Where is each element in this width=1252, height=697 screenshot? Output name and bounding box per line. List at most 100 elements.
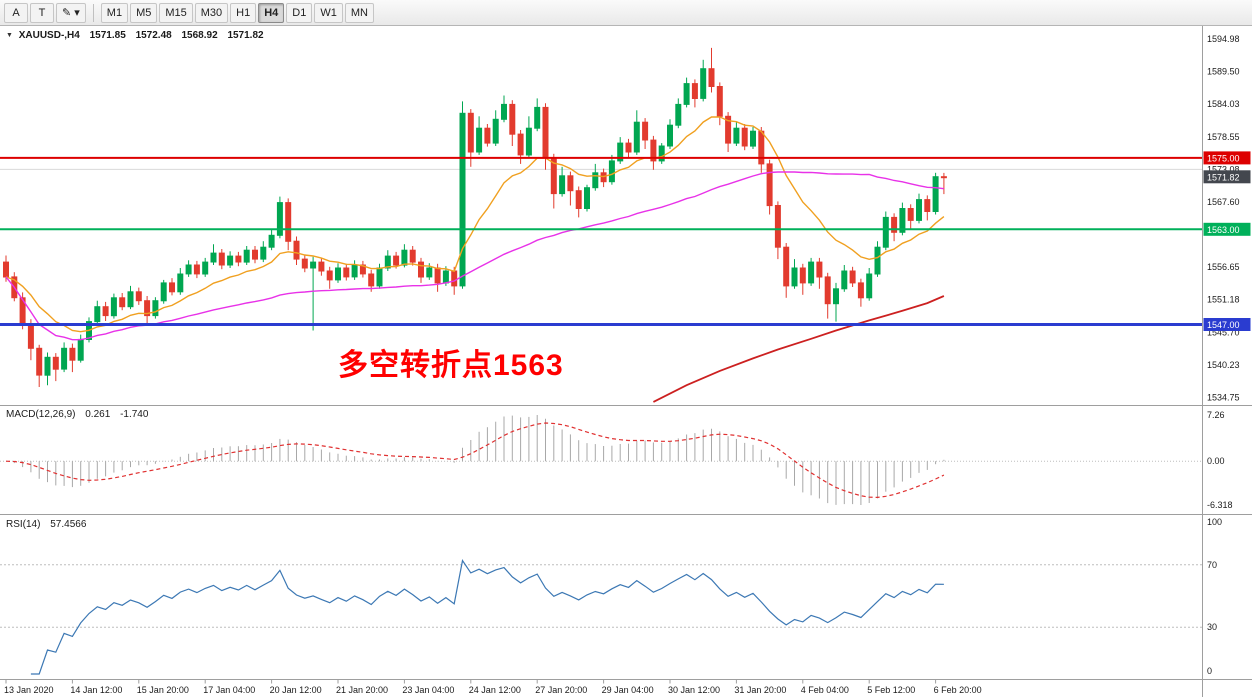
rsi-title: RSI(14) 57.4566 — [6, 519, 86, 530]
candle-body — [52, 356, 59, 370]
candle-body — [185, 264, 192, 275]
candle-body — [36, 347, 43, 376]
candle-body — [77, 338, 84, 361]
candle-body — [260, 246, 267, 260]
time-axis-label: 17 Jan 04:00 — [203, 685, 255, 695]
timeframe-button-m1[interactable]: M1 — [100, 2, 129, 23]
candle-body — [110, 297, 117, 317]
hline-price-badge-bg — [1203, 222, 1251, 236]
ohlc-low: 1568.92 — [181, 30, 218, 41]
candle-body — [451, 270, 458, 287]
candle-body — [442, 270, 449, 284]
candle-body — [235, 255, 242, 263]
price-axis-label: 1567.60 — [1207, 197, 1240, 207]
cursor-tool-button[interactable]: A — [4, 2, 28, 23]
symbol-timeframe-label: XAUUSD-,H4 — [18, 30, 80, 41]
ma-mid-line — [5, 171, 944, 341]
candle-body — [434, 267, 441, 284]
draw-tool-button[interactable]: ✎ ▾ — [56, 2, 86, 23]
time-axis-label: 24 Jan 12:00 — [469, 685, 521, 695]
hline-price-badge-bg — [1203, 151, 1251, 165]
candle-body — [559, 175, 566, 195]
candle-body — [210, 252, 217, 263]
timeframe-button-mn[interactable]: MN — [344, 2, 374, 23]
candle-body — [575, 190, 582, 209]
candle-body — [683, 83, 690, 105]
rsi-axis-label: 100 — [1207, 517, 1222, 527]
candle-body — [675, 103, 682, 126]
price-axis-label: 1578.55 — [1207, 132, 1240, 142]
timeframe-button-m30[interactable]: M30 — [194, 2, 229, 23]
candle-body — [658, 145, 665, 162]
candle-body — [899, 208, 906, 233]
candle-body — [824, 276, 831, 305]
candle-body — [359, 264, 366, 275]
price-axis-label: 1534.75 — [1207, 392, 1240, 402]
candle-body — [907, 208, 914, 221]
candle-body — [501, 103, 507, 120]
candle-body — [144, 300, 151, 317]
timeframe-button-h1[interactable]: H1 — [230, 2, 257, 23]
time-axis-label: 5 Feb 12:00 — [867, 685, 915, 695]
hline-price-badge-label: 1563.00 — [1207, 225, 1240, 235]
rsi-line — [30, 559, 944, 675]
candle-body — [418, 261, 424, 278]
timeframe-button-w1[interactable]: W1 — [314, 2, 343, 23]
time-axis-label: 31 Jan 20:00 — [734, 685, 786, 695]
candle-body — [833, 288, 839, 305]
timeframe-button-m5[interactable]: M5 — [130, 2, 158, 23]
candle-body — [650, 139, 657, 162]
chart-annotation-text[interactable]: 多空转折点1563 — [338, 349, 564, 382]
macd-title: MACD(12,26,9) 0.261 -1.740 — [6, 409, 148, 420]
ma-slow-line — [652, 295, 945, 403]
candle-body — [401, 249, 408, 266]
candle-body — [708, 68, 715, 87]
text-tool-button[interactable]: T — [30, 2, 54, 23]
candle-body — [218, 252, 225, 266]
time-axis-label: 21 Jan 20:00 — [336, 685, 388, 695]
macd-axis-min: -6.318 — [1207, 500, 1233, 510]
rsi-value: 57.4566 — [50, 519, 87, 530]
candle-body — [799, 267, 806, 284]
price-axis-label: 1551.18 — [1207, 295, 1240, 305]
candle-body — [127, 291, 134, 308]
candle-body — [3, 261, 9, 278]
candle-body — [791, 267, 798, 287]
candle-body — [608, 160, 615, 183]
candle-body — [94, 306, 101, 323]
candle-body — [691, 83, 698, 99]
macd-value-signal: -1.740 — [120, 409, 149, 420]
candle-body — [44, 356, 51, 376]
hline-price-badge-label: 1547.00 — [1207, 320, 1240, 330]
candle-body — [335, 267, 341, 281]
candle-body — [866, 273, 873, 299]
candle-body — [384, 255, 391, 269]
candle-body — [343, 267, 350, 278]
toolbar: A T ✎ ▾ M1 M5 M15 M30 H1 H4 D1 W1 MN — [0, 0, 1252, 26]
timeframe-button-h4[interactable]: H4 — [258, 2, 285, 23]
candle-body — [276, 202, 283, 236]
candle-body — [716, 86, 723, 117]
time-axis-label: 4 Feb 04:00 — [801, 685, 849, 695]
candle-body — [774, 205, 781, 248]
candle-body — [61, 347, 68, 370]
timeframe-button-m15[interactable]: M15 — [159, 2, 193, 23]
candle-body — [617, 142, 624, 162]
price-axis-label: 1589.50 — [1207, 67, 1240, 77]
candle-body — [476, 127, 483, 153]
price-axis-label: 1584.03 — [1207, 99, 1240, 109]
candle-body — [940, 176, 947, 179]
candle-body — [916, 199, 922, 221]
candle-body — [160, 282, 167, 302]
collapse-triangle-icon[interactable]: ▼ — [6, 32, 13, 39]
candle-body — [667, 124, 673, 147]
candle-body — [849, 270, 856, 284]
candle-body — [243, 249, 250, 263]
time-axis-label: 23 Jan 04:00 — [402, 685, 454, 695]
candle-body — [376, 267, 383, 287]
candle-body — [310, 261, 317, 269]
candle-body — [285, 202, 292, 242]
timeframe-button-d1[interactable]: D1 — [286, 2, 313, 23]
